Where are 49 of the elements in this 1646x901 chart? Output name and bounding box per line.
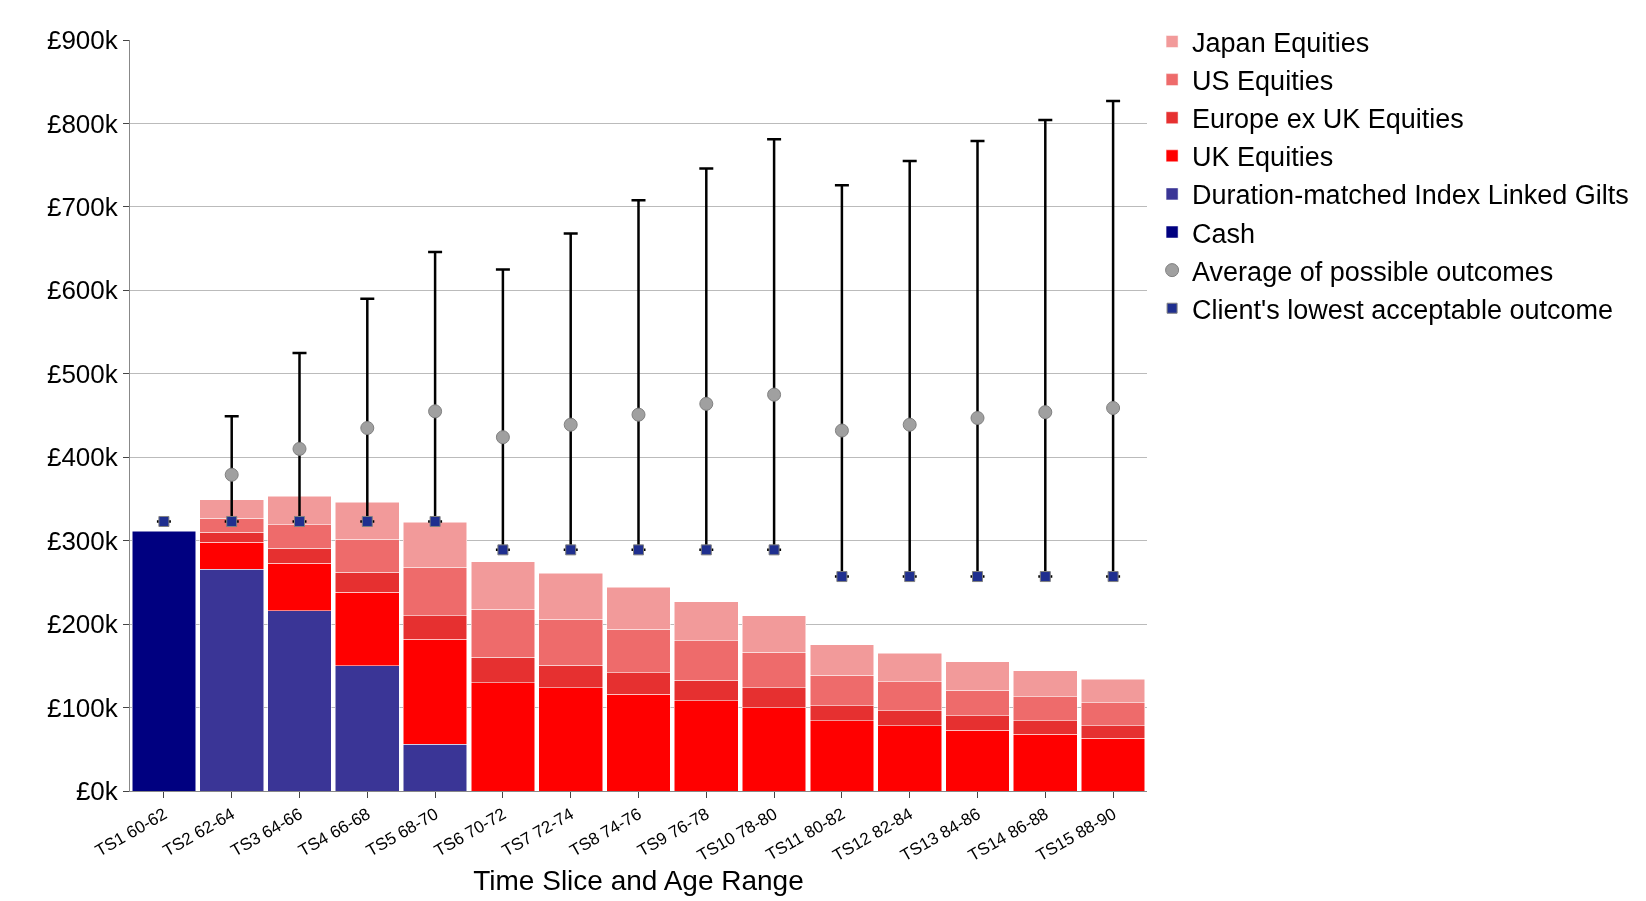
- point: [700, 544, 712, 556]
- x-axis-title: Time Slice and Age Range: [473, 865, 804, 897]
- point: [633, 544, 644, 556]
- point: [834, 423, 849, 438]
- point: [226, 515, 238, 527]
- point: [1039, 571, 1051, 583]
- point: [294, 515, 305, 527]
- point: [631, 407, 646, 422]
- point: [1038, 405, 1053, 420]
- point: [360, 421, 375, 436]
- point: [699, 396, 714, 411]
- y-tick-label: £300k: [46, 525, 119, 556]
- point: [428, 404, 443, 419]
- point: [1107, 571, 1119, 583]
- point: [768, 544, 780, 556]
- y-tick-label: £900k: [46, 25, 119, 56]
- point: [158, 515, 170, 527]
- point: [902, 417, 917, 432]
- legend-label: US Equities: [1192, 66, 1334, 97]
- point: [361, 515, 373, 527]
- point: [1106, 400, 1121, 415]
- legend-label: Europe ex UK Equities: [1192, 104, 1464, 135]
- point: [836, 571, 848, 583]
- point: [970, 411, 985, 425]
- point: [904, 571, 916, 583]
- point: [565, 544, 577, 556]
- legend-label: Average of possible outcomes: [1192, 256, 1554, 287]
- point: [429, 515, 441, 527]
- point: [497, 544, 509, 556]
- y-tick-label: £500k: [46, 358, 119, 389]
- point: [563, 417, 578, 432]
- y-tick-label: £400k: [46, 442, 119, 473]
- point: [292, 441, 307, 456]
- point: [495, 430, 510, 445]
- y-tick-label: £600k: [46, 275, 119, 306]
- y-tick-label: £100k: [46, 692, 119, 723]
- legend-label: UK Equities: [1192, 142, 1334, 173]
- legend-label: Japan Equities: [1192, 28, 1370, 59]
- y-tick-label: £800k: [46, 108, 119, 139]
- legend-label: Client's lowest acceptable outcome: [1192, 294, 1613, 325]
- legend-label: Cash: [1192, 218, 1256, 249]
- point: [224, 467, 239, 482]
- point: [972, 571, 983, 583]
- y-tick-label: £0k: [75, 776, 119, 807]
- bar: [131, 531, 197, 791]
- point: [767, 387, 782, 402]
- y-tick-label: £700k: [46, 191, 119, 222]
- legend-label: Duration-matched Index Linked Gilts: [1192, 180, 1629, 211]
- y-tick-label: £200k: [46, 609, 119, 640]
